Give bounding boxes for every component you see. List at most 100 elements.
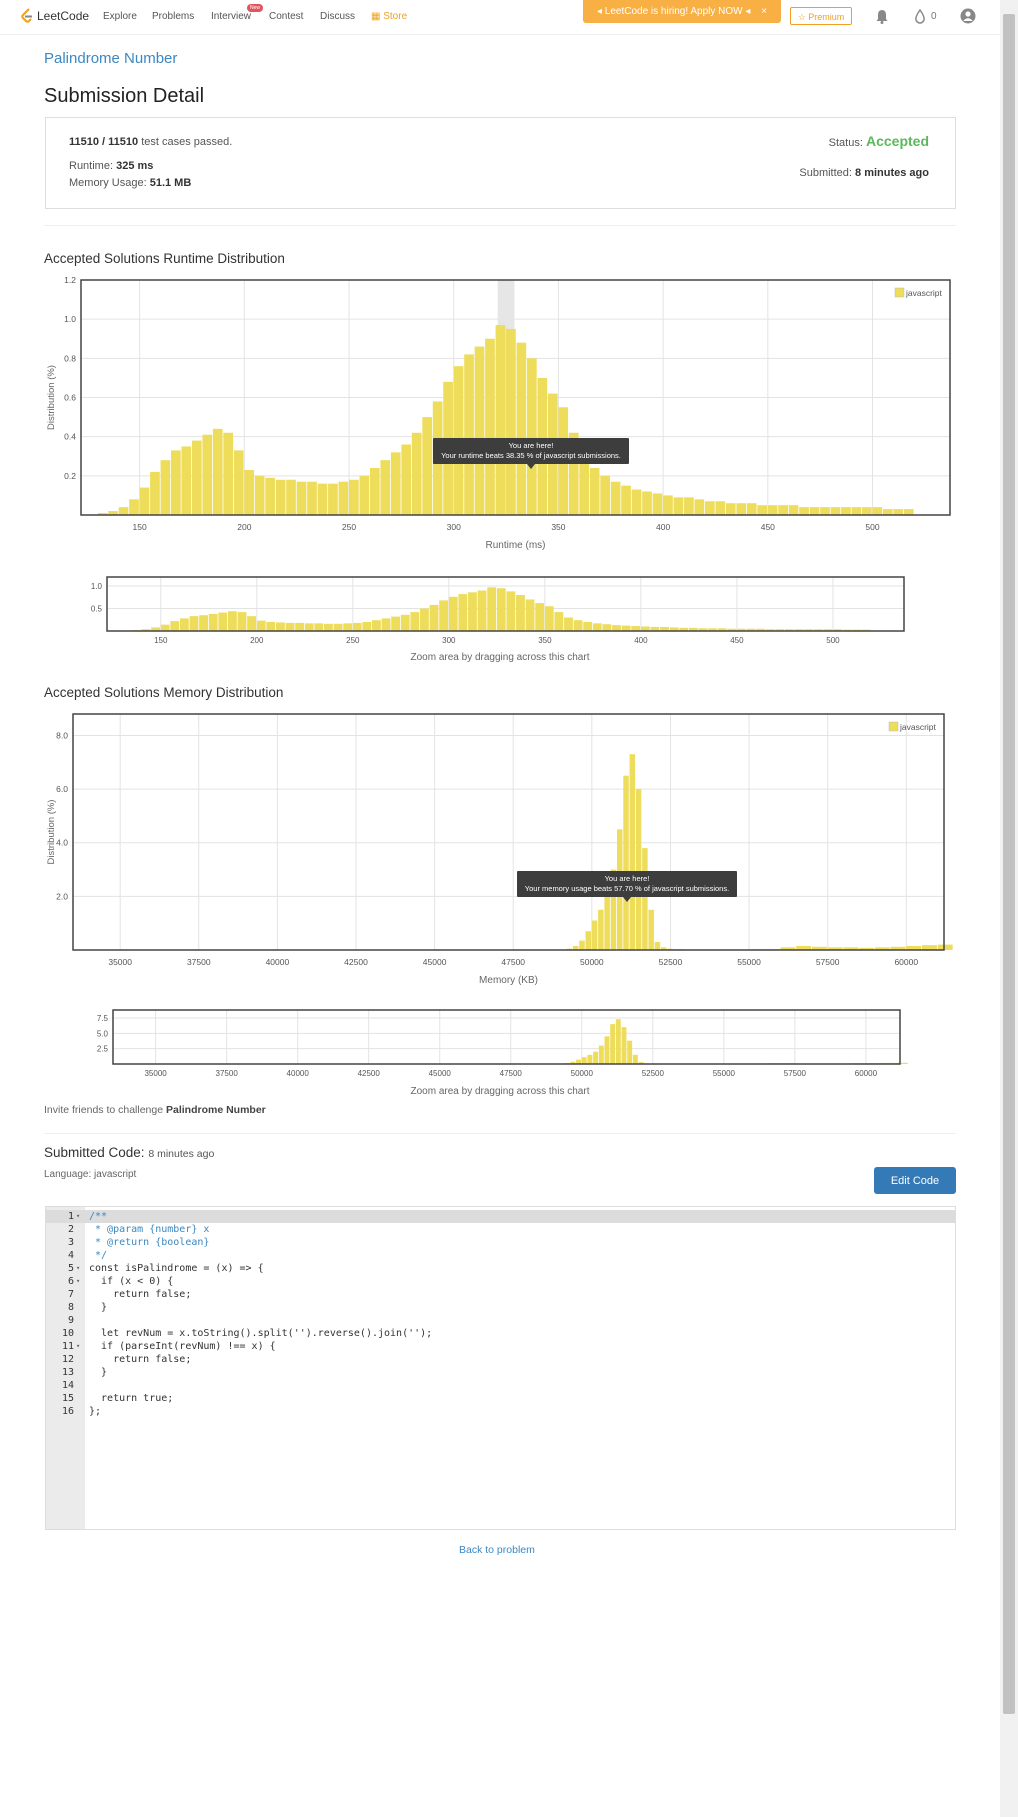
y-tick-label: 8.0 [56, 730, 68, 740]
nav-problems[interactable]: Problems [152, 11, 195, 22]
edit-code-button[interactable]: Edit Code [874, 1167, 956, 1194]
fold-arrow-icon[interactable]: ▾ [76, 1212, 81, 1220]
chart-bar [684, 497, 694, 515]
scrollbar-thumb[interactable] [1003, 14, 1015, 1714]
submitted-code-title: Submitted Code: 8 minutes ago [44, 1145, 214, 1160]
megaphone-icon: ◂ [596, 6, 602, 17]
user-avatar-icon[interactable] [960, 8, 976, 24]
fold-arrow-icon[interactable]: ▾ [76, 1264, 81, 1272]
x-tick-label: 57500 [784, 1069, 807, 1076]
chart-bar [468, 592, 477, 631]
nav-discuss[interactable]: Discuss [320, 11, 356, 22]
bell-icon[interactable] [875, 9, 889, 24]
nav-interview[interactable]: Interview [211, 11, 252, 22]
tooltip-heading: You are here! [509, 441, 554, 450]
chart-bar [874, 947, 890, 950]
code-text: } [89, 1367, 108, 1378]
fold-arrow-icon[interactable]: ▾ [76, 1277, 81, 1285]
chart-bar [181, 446, 192, 515]
chart-bar [631, 626, 641, 631]
you-are-here-tooltip: You are here!Your runtime beats 38.35 % … [433, 438, 629, 469]
chart-bar [598, 909, 604, 950]
chart-bar [516, 595, 525, 631]
chart-bar [296, 481, 307, 515]
runtime-section-title: Accepted Solutions Runtime Distribution [44, 251, 285, 266]
plot-area [113, 1010, 900, 1064]
nav-explore[interactable]: Explore [103, 11, 137, 22]
chart-bar [642, 491, 652, 515]
code-text: return false; [89, 1289, 192, 1300]
memory-distribution-chart[interactable]: 35000 37500 40000 42500 45000 47500 50000 52500… [44, 709, 956, 989]
nav-store[interactable]: ▦ Store [371, 11, 407, 22]
chart-bar [746, 503, 757, 515]
submission-summary: 11510 / 11510 test cases passed. Runtime… [45, 117, 956, 209]
chart-bar [650, 626, 660, 631]
submitted-code-label: Submitted Code: [44, 1145, 145, 1160]
chart-bar [820, 507, 830, 515]
nav-contest[interactable]: Contest [269, 11, 304, 22]
chart-bar [775, 629, 785, 631]
x-tick-label: 42500 [344, 957, 368, 967]
x-tick-label: 300 [442, 636, 456, 643]
chart-bar [663, 495, 673, 515]
invite-problem-name[interactable]: Palindrome Number [166, 1104, 266, 1116]
runtime-distribution-chart[interactable]: 150 200 250 300 350 400 450 500 0.2 0.4 0.6 0.8 1.0 1… [44, 275, 956, 555]
chart-bar [233, 450, 244, 515]
chart-bar [669, 627, 679, 631]
fold-arrow-icon[interactable]: ▾ [76, 1342, 81, 1350]
runtime-zoom-chart[interactable]: 150 200 250 300 350 400 450 500 0.5 1.0 [44, 573, 956, 643]
chart-bar [554, 612, 564, 631]
x-tick-label: 400 [634, 636, 648, 643]
x-tick-label: 47500 [500, 1069, 523, 1076]
chart-bar [736, 503, 747, 515]
back-to-problem-link[interactable]: Back to problem [459, 1544, 535, 1556]
chart-bar [256, 620, 266, 631]
code-line: 5 ▾ const isPalindrome = (x) => { [46, 1262, 955, 1275]
chart-bar [784, 629, 794, 631]
chart-bar [591, 920, 598, 950]
chart-bar [535, 603, 545, 631]
legend-label: javascript [905, 288, 943, 298]
y-tick-label: 6.0 [56, 784, 68, 794]
leetcode-logo[interactable]: LeetCode [20, 8, 89, 24]
chart-bar [654, 941, 661, 950]
chart-bar [890, 946, 906, 950]
chart-bar [604, 1036, 610, 1064]
chart-bar [400, 614, 410, 631]
code-line: 12 return false; [46, 1353, 955, 1366]
close-icon[interactable]: × [761, 6, 768, 17]
hiring-banner[interactable]: ◂ LeetCode is hiring! Apply NOW ◂ × [583, 0, 781, 23]
chart-bar [832, 629, 842, 631]
line-number: 13 [61, 1367, 74, 1378]
memory-zoom-chart[interactable]: 35000 37500 40000 42500 45000 47500 50000 52500… [44, 1006, 956, 1076]
chart-bar [295, 622, 305, 631]
chart-bar [544, 606, 554, 631]
code-line: 8 } [46, 1301, 955, 1314]
code-line: 10 let revNum = x.toString().split('').r… [46, 1327, 955, 1340]
chart-bar [307, 481, 317, 515]
chart-bar [265, 477, 275, 515]
chart-bar [627, 1040, 633, 1064]
chart-bar [894, 1062, 908, 1064]
chart-bar [244, 469, 254, 515]
premium-button[interactable]: ☆ Premium [790, 7, 852, 25]
problem-title-link[interactable]: Palindrome Number [44, 50, 178, 67]
memory-row: Memory Usage: 51.1 MB [69, 177, 191, 189]
y-tick-label: 0.5 [91, 605, 103, 614]
chart-bar [170, 621, 180, 631]
chart-bar [813, 629, 823, 631]
x-tick-label: 52500 [642, 1069, 665, 1076]
chart-bar [369, 468, 380, 515]
invite-prefix: Invite friends to challenge [44, 1104, 164, 1116]
you-are-here-tooltip: You are here!Your memory usage beats 57.… [517, 871, 737, 902]
chart-bar [275, 479, 286, 515]
chart-bar [362, 622, 372, 631]
page-scrollbar[interactable] [1000, 0, 1018, 1817]
plot-frame [72, 713, 945, 951]
chart-bar [592, 623, 602, 631]
chart-bar [698, 628, 708, 631]
chart-bar [422, 417, 432, 515]
chart-bar [708, 628, 717, 631]
chart-bar [589, 468, 600, 515]
